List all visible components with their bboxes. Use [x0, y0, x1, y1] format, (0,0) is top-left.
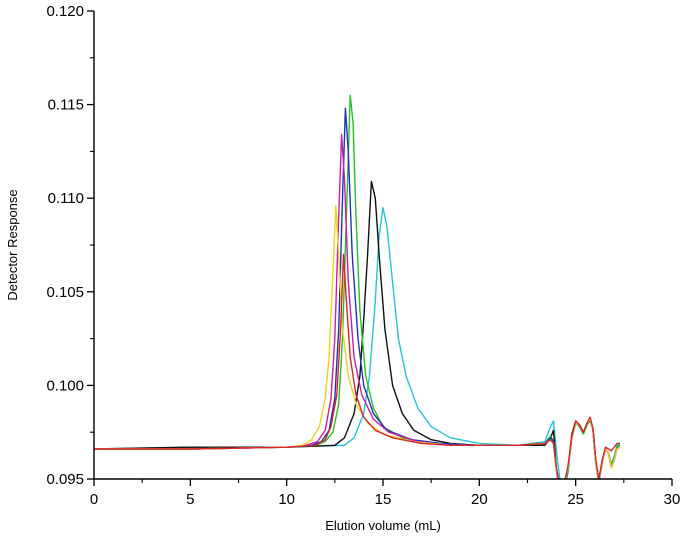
x-tick-label: 30 — [664, 491, 681, 508]
y-tick-label: 0.120 — [46, 3, 84, 20]
y-tick-label: 0.110 — [48, 190, 84, 207]
x-tick-label: 15 — [375, 491, 392, 508]
x-tick-label: 25 — [567, 491, 584, 508]
x-tick-label: 20 — [471, 491, 488, 508]
series-line-4 — [94, 107, 621, 479]
x-tick-label: 10 — [278, 491, 295, 508]
y-tick-label: 0.100 — [46, 377, 84, 394]
y-tick-label: 0.095 — [46, 471, 84, 488]
series-line-5 — [94, 133, 621, 479]
series-layer — [94, 94, 621, 479]
y-tick-label: 0.105 — [46, 284, 84, 301]
y-axis-title: Detector Response — [5, 189, 20, 300]
y-axis-ticks: 0.095 0.100 0.105 0.110 0.115 0.120 — [46, 3, 94, 488]
y-tick-label: 0.115 — [48, 97, 84, 114]
x-tick-label: 0 — [90, 491, 98, 508]
x-axis-title: Elution volume (mL) — [325, 518, 441, 533]
series-line-7 — [94, 253, 620, 479]
x-axis-ticks: 0 5 10 15 20 25 30 — [90, 479, 681, 508]
x-tick-label: 5 — [186, 491, 194, 508]
